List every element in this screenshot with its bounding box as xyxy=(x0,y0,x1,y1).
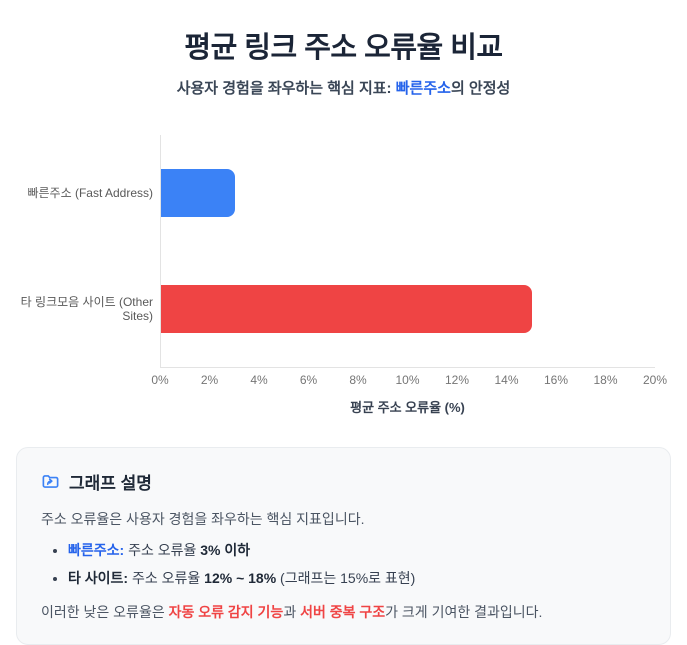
graph-description-header: 그래프 설명 xyxy=(41,469,646,494)
x-tick-label: 8% xyxy=(349,373,367,387)
bar xyxy=(161,285,532,333)
subtitle-suffix: 의 안정성 xyxy=(450,80,511,97)
bar-row: 빠른주소 (Fast Address) xyxy=(27,135,655,251)
bar xyxy=(161,169,236,217)
text-segment: 서버 중복 구조 xyxy=(300,603,386,620)
text-segment: 이러한 낮은 오류율은 xyxy=(41,603,169,620)
graph-description-conclusion: 이러한 낮은 오류율은 자동 오류 감지 기능과 서버 중복 구조가 크게 기여… xyxy=(41,602,646,622)
x-tick-label: 20% xyxy=(642,373,668,387)
subtitle-prefix: 사용자 경험을 좌우하는 핵심 지표: xyxy=(176,80,396,97)
x-tick-label: 6% xyxy=(299,373,318,387)
text-segment: 12% ~ 18% xyxy=(204,570,277,587)
x-tick-label: 2% xyxy=(200,373,219,387)
category-label: 빠른주소 (Fast Address) xyxy=(27,185,153,200)
text-segment: (그래프는 15%로 표현) xyxy=(276,570,416,587)
graph-description-title: 그래프 설명 xyxy=(69,474,152,493)
x-axis-title: 평균 주소 오류율 (%) xyxy=(350,400,465,415)
text-segment: 자동 오류 감지 기능 xyxy=(168,603,284,620)
x-tick-label: 10% xyxy=(395,373,420,387)
subtitle-accent: 빠른주소 xyxy=(395,80,451,97)
x-tick-label: 12% xyxy=(444,373,470,387)
graph-description-intro: 주소 오류율은 사용자 경험을 좌우하는 핵심 지표입니다. xyxy=(41,511,365,527)
text-segment: 주소 오류율 xyxy=(124,542,201,558)
category-label: 타 링크모음 사이트 (Other Sites) xyxy=(20,294,153,323)
folder-symlink-icon xyxy=(42,475,59,488)
text-segment: 가 크게 기여한 결과입니다. xyxy=(385,603,543,620)
text-segment: 3% 이하 xyxy=(200,542,251,558)
graph-description-bullets: 빠른주소: 주소 오류율 3% 이하타 사이트: 주소 오류율 12% ~ 18… xyxy=(68,540,646,589)
text-segment: 과 xyxy=(283,603,301,620)
x-tick-label: 16% xyxy=(543,373,569,387)
x-tick-label: 0% xyxy=(151,373,169,387)
graph-description-box: 그래프 설명 주소 오류율은 사용자 경험을 좌우하는 핵심 지표입니다. 빠른… xyxy=(16,447,671,645)
x-axis-ticks: 0% 2% 4% 6% 8% 10% 12% 14% 16% 18% 20% xyxy=(151,373,667,390)
bar-chart: 빠른주소 (Fast Address) 타 링크모음 사이트 (Other Sit… xyxy=(0,135,687,416)
bullet-item: 타 사이트: 주소 오류율 12% ~ 18% (그래프는 15%로 표현) xyxy=(68,568,646,588)
bullet-item: 빠른주소: 주소 오류율 3% 이하 xyxy=(68,540,646,560)
x-tick-label: 4% xyxy=(250,373,268,387)
text-segment: 타 사이트: xyxy=(68,570,129,587)
bar-row: 타 링크모음 사이트 (Other Sites) xyxy=(21,251,655,367)
text-segment: 주소 오류율 xyxy=(128,570,205,587)
x-tick-label: 14% xyxy=(494,373,519,387)
page-title: 평균 링크 주소 오류율 비교 xyxy=(184,32,503,64)
x-tick-label: 18% xyxy=(593,373,618,387)
text-segment: 빠른주소: xyxy=(68,542,125,558)
chart-header: 평균 링크 주소 오류율 비교 사용자 경험을 좌우하는 핵심 지표: 빠른주소… xyxy=(0,0,687,98)
page-subtitle: 사용자 경험을 좌우하는 핵심 지표: 빠른주소의 안정성 xyxy=(0,77,687,98)
plot-area: 빠른주소 (Fast Address) 타 링크모음 사이트 (Other Sit… xyxy=(21,135,655,368)
